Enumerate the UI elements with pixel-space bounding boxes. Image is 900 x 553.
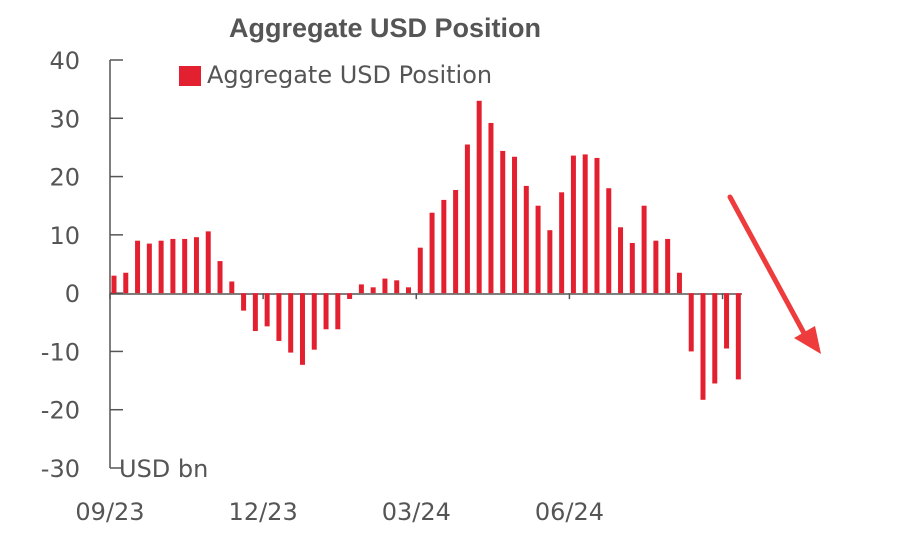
bar — [276, 293, 282, 341]
bar — [382, 278, 388, 294]
bar — [358, 284, 364, 294]
y-tick-label: 30 — [49, 105, 80, 133]
bar — [299, 293, 305, 365]
chart-title: Aggregate USD Position — [229, 13, 541, 43]
y-axis-ticks: 40 30 20 10 0 -10 -20 -30 — [41, 47, 123, 483]
bar — [252, 293, 258, 332]
bar — [182, 238, 188, 294]
bar — [241, 293, 247, 311]
bar — [512, 156, 518, 294]
y-tick-label: 10 — [49, 222, 80, 250]
bar — [488, 122, 494, 294]
bar — [453, 189, 459, 294]
bar — [547, 230, 553, 294]
bar — [323, 293, 329, 330]
bar — [594, 157, 600, 294]
bar — [582, 154, 588, 294]
bar — [629, 243, 635, 294]
bar — [170, 238, 176, 294]
y-tick-label: -30 — [41, 455, 80, 483]
trend-arrow — [727, 194, 821, 354]
legend-label: Aggregate USD Position — [207, 61, 492, 89]
bar — [606, 188, 612, 294]
bar — [229, 281, 235, 294]
bar — [523, 185, 529, 294]
bar — [347, 293, 353, 299]
y-unit-label: USD bn — [119, 455, 208, 483]
bar — [193, 237, 199, 294]
bar — [111, 275, 117, 294]
legend: Aggregate USD Position — [179, 61, 492, 89]
bar — [665, 238, 671, 294]
bar — [676, 272, 682, 294]
bar — [135, 240, 141, 294]
x-tick-label: 12/23 — [229, 498, 298, 526]
x-axis-ticks: 09/23 12/23 03/24 06/24 — [75, 293, 724, 526]
bar — [500, 150, 506, 294]
bar — [394, 280, 400, 294]
bar — [441, 199, 447, 294]
bar — [570, 155, 576, 294]
bar — [158, 240, 164, 294]
bar — [464, 144, 470, 294]
bar — [264, 293, 270, 327]
bar — [205, 231, 211, 294]
bar — [641, 205, 647, 294]
bar — [653, 240, 659, 294]
x-tick-label: 06/24 — [535, 498, 604, 526]
y-tick-label: -10 — [41, 338, 80, 366]
bar — [406, 287, 411, 294]
bar — [417, 247, 423, 294]
bar — [735, 293, 741, 380]
bar — [311, 293, 317, 350]
bar — [476, 100, 482, 294]
bar — [123, 272, 129, 294]
bar-series — [111, 100, 741, 400]
bar — [712, 293, 718, 384]
bar — [559, 192, 565, 294]
bar — [535, 205, 541, 294]
bar — [370, 287, 376, 294]
legend-swatch — [179, 66, 201, 86]
y-tick-label: 20 — [49, 164, 80, 192]
bar — [288, 293, 294, 353]
bar — [429, 212, 435, 294]
bar — [335, 293, 341, 330]
bar — [217, 261, 223, 294]
arrow-shaft — [727, 194, 808, 338]
y-tick-label: 40 — [49, 47, 80, 75]
bar — [146, 243, 152, 294]
bar — [700, 293, 706, 400]
arrow-head — [794, 326, 821, 354]
bar — [688, 293, 694, 352]
y-tick-label: 0 — [65, 280, 80, 308]
y-tick-label: -20 — [41, 397, 80, 425]
bar — [618, 227, 624, 294]
x-tick-label: 03/24 — [382, 498, 451, 526]
x-tick-label: 09/23 — [75, 498, 144, 526]
bar — [724, 293, 730, 349]
